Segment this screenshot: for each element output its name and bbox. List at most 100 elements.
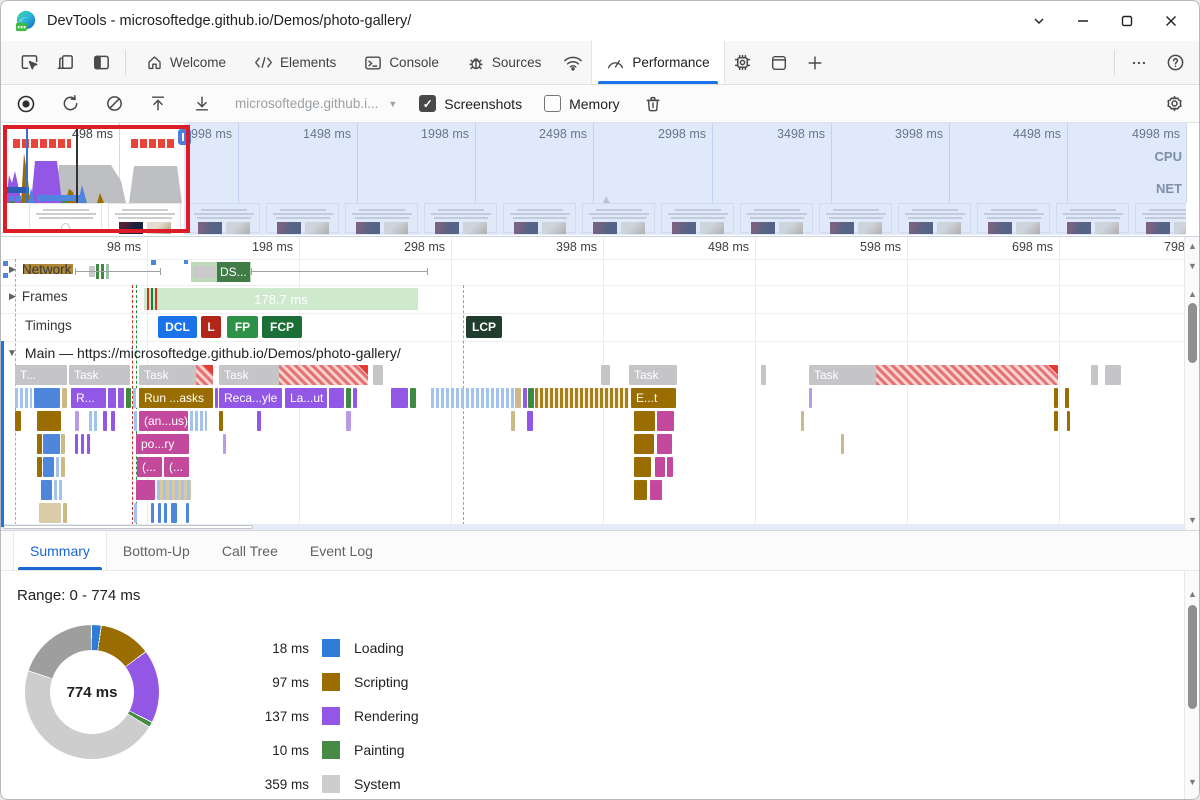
screenshot-thumbnail[interactable] [582, 203, 655, 234]
close-button[interactable] [1149, 4, 1193, 38]
wifi-icon[interactable] [555, 41, 591, 84]
flame-bar[interactable] [601, 365, 610, 385]
flame-bar[interactable] [523, 388, 527, 408]
flame-bar[interactable] [62, 388, 67, 408]
network-track-label[interactable]: ▶ Network [9, 262, 72, 277]
flame-bar[interactable] [219, 411, 223, 431]
network-request-bar[interactable] [23, 264, 73, 274]
tab-bottom-up[interactable]: Bottom-Up [122, 542, 190, 559]
more-options-icon[interactable] [1121, 41, 1157, 84]
flame-bar[interactable] [515, 388, 521, 408]
memory-checkbox[interactable] [544, 95, 562, 112]
flame-bar[interactable] [1105, 365, 1121, 385]
tab-elements[interactable]: Elements [240, 41, 350, 84]
timing-badge-l[interactable]: L [201, 316, 221, 338]
flame-bar[interactable] [657, 411, 674, 431]
screenshots-checkbox-row[interactable]: ✓ Screenshots [419, 95, 522, 112]
flame-bar[interactable] [634, 411, 655, 431]
network-track[interactable]: DS... ▶ Network [1, 259, 1186, 285]
flame-bar[interactable] [103, 411, 107, 431]
scroll-down-icon[interactable]: ▼ [1188, 515, 1197, 525]
screenshot-thumbnail[interactable] [345, 203, 418, 234]
clear-button[interactable] [103, 94, 125, 113]
flame-bar[interactable] [158, 503, 161, 523]
horizontal-scrollbar[interactable] [1, 524, 1186, 530]
flame-bar[interactable]: Task [809, 365, 1058, 385]
cpu-chip-icon[interactable] [725, 41, 761, 84]
flame-bar[interactable] [54, 480, 63, 500]
flame-bar[interactable] [15, 411, 21, 431]
frames-track[interactable]: 178.7 ms ▶ Frames [1, 285, 1186, 313]
screenshot-thumbnail[interactable] [29, 203, 102, 233]
tab-event-log[interactable]: Event Log [309, 542, 373, 559]
flame-bar[interactable] [650, 480, 662, 500]
flame-bar[interactable] [1065, 388, 1069, 408]
scroll-up-icon[interactable]: ▲ [1188, 589, 1197, 599]
flame-bar[interactable] [41, 480, 52, 500]
expand-triangle-icon[interactable]: ▶ [9, 264, 16, 274]
flame-bar[interactable] [655, 457, 665, 477]
flame-bar[interactable] [346, 411, 351, 431]
flame-bar[interactable] [151, 503, 154, 523]
flame-bar[interactable] [634, 480, 647, 500]
flame-bar[interactable] [667, 457, 673, 477]
flame-bar[interactable]: Reca...yle [219, 388, 282, 408]
flame-bar[interactable]: Task [629, 365, 677, 385]
flame-bar[interactable] [171, 503, 177, 523]
frame-duration-bar[interactable]: 178.7 ms [144, 288, 418, 310]
frames-track-label[interactable]: ▶ Frames [9, 289, 68, 304]
flame-bar[interactable] [157, 480, 191, 500]
flame-bar[interactable] [1091, 365, 1098, 385]
flame-bar[interactable] [1067, 411, 1070, 431]
maximize-button[interactable] [1105, 4, 1149, 38]
flame-bar[interactable] [1054, 411, 1058, 431]
flame-bar[interactable] [61, 457, 65, 477]
flame-bar[interactable]: Task [69, 365, 130, 385]
flame-bar[interactable] [111, 411, 115, 431]
flame-bar[interactable] [136, 480, 155, 500]
tab-console[interactable]: Console [350, 41, 453, 84]
load-profile-button[interactable] [147, 94, 169, 113]
collapse-triangle-icon[interactable]: ▼ [7, 347, 17, 359]
flame-bar[interactable] [133, 388, 137, 408]
horizontal-scrollbar-thumb[interactable] [3, 525, 253, 529]
flame-bar[interactable]: La...ut [285, 388, 327, 408]
flame-bar[interactable] [1054, 388, 1058, 408]
flame-bar[interactable] [841, 434, 844, 454]
flame-bar[interactable] [134, 411, 138, 431]
main-flame-chart[interactable]: T... Task Task Task Task Task R... Run ...asks R… [1, 365, 1186, 526]
flame-bar[interactable] [126, 388, 131, 408]
flame-bar[interactable] [63, 503, 67, 523]
tab-welcome[interactable]: Welcome [132, 41, 240, 84]
timeline-tracks[interactable]: 98 ms 198 ms 298 ms 398 ms 498 ms 598 ms 698 m… [1, 237, 1199, 531]
flame-bar[interactable] [118, 388, 124, 408]
flame-bar[interactable] [164, 503, 167, 523]
flame-bar[interactable] [43, 457, 54, 477]
flame-bar[interactable] [809, 388, 812, 408]
flame-bar[interactable] [39, 503, 61, 523]
scroll-down-icon[interactable]: ▼ [1188, 261, 1197, 271]
screenshot-thumbnail[interactable] [819, 203, 892, 234]
screenshot-thumbnail[interactable] [740, 203, 813, 234]
dock-side-chevron-icon[interactable] [1017, 4, 1061, 38]
flame-scrollbar[interactable]: ▲ ▼ [1184, 283, 1199, 530]
flame-bar[interactable] [801, 411, 804, 431]
flame-bar[interactable] [410, 388, 416, 408]
flame-bar[interactable]: Task [219, 365, 368, 385]
flame-bar[interactable]: Run ...asks [139, 388, 213, 408]
scrollbar-thumb[interactable] [1188, 605, 1197, 709]
timeline-overview[interactable]: 498 ms 998 ms 1498 ms 1998 ms 2498 ms 2998 ms… [1, 123, 1199, 237]
flame-bar[interactable]: (... [164, 457, 189, 477]
timings-track[interactable]: Timings DCL L FP FCP LCP [1, 313, 1186, 341]
flame-bar[interactable] [37, 457, 42, 477]
reload-record-button[interactable] [59, 94, 81, 113]
flame-bar[interactable]: po...ry [136, 434, 189, 454]
flame-bar[interactable] [81, 434, 84, 454]
minimize-button[interactable] [1061, 4, 1105, 38]
tab-performance[interactable]: Performance [591, 41, 725, 84]
tab-summary[interactable]: Summary [13, 531, 107, 570]
flame-bar[interactable] [353, 388, 357, 408]
tracks-scrollbar[interactable]: ▲ ▼ [1184, 237, 1199, 283]
screenshot-thumbnail[interactable] [898, 203, 971, 234]
timing-badge-lcp[interactable]: LCP [466, 316, 502, 338]
